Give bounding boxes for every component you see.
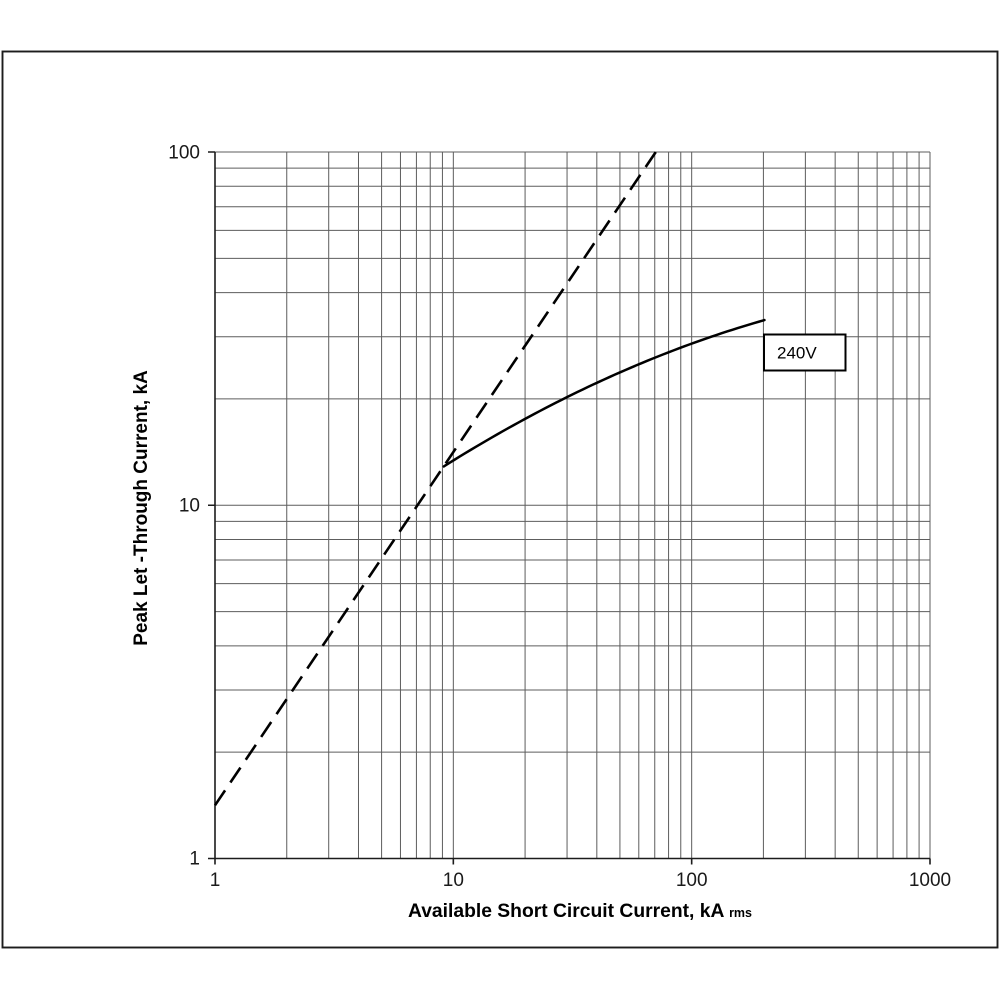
svg-text:1000: 1000 (909, 870, 951, 891)
svg-text:100: 100 (676, 870, 708, 891)
svg-text:100: 100 (168, 143, 200, 164)
svg-text:240V: 240V (777, 344, 817, 363)
svg-text:10: 10 (179, 496, 200, 517)
svg-text:10: 10 (443, 870, 464, 891)
svg-text:1: 1 (189, 849, 200, 870)
svg-text:1: 1 (210, 870, 221, 891)
svg-text:Peak Let -Through Current, kA: Peak Let -Through Current, kA (131, 370, 152, 646)
svg-text:Available Short Circuit Curren: Available Short Circuit Current, kA rms (408, 901, 752, 922)
